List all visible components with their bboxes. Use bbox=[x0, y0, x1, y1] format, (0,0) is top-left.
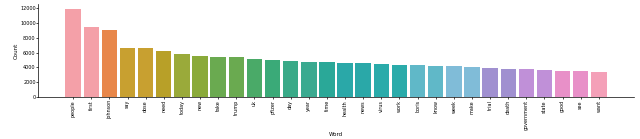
Bar bbox=[265, 60, 280, 97]
Bar bbox=[247, 59, 262, 97]
Bar bbox=[156, 51, 172, 97]
X-axis label: Word: Word bbox=[329, 132, 343, 137]
Bar bbox=[392, 65, 407, 97]
Bar bbox=[301, 62, 317, 97]
Bar bbox=[537, 70, 552, 97]
Bar bbox=[428, 66, 444, 97]
Bar bbox=[483, 68, 498, 97]
Bar bbox=[464, 67, 479, 97]
Bar bbox=[337, 63, 353, 97]
Bar bbox=[211, 57, 226, 97]
Bar bbox=[283, 61, 298, 97]
Bar bbox=[120, 48, 135, 97]
Bar bbox=[193, 56, 208, 97]
Bar bbox=[591, 72, 607, 97]
Bar bbox=[573, 71, 588, 97]
Bar bbox=[84, 27, 99, 97]
Bar bbox=[555, 71, 570, 97]
Bar bbox=[355, 63, 371, 97]
Bar bbox=[102, 30, 117, 97]
Bar bbox=[518, 69, 534, 97]
Bar bbox=[500, 69, 516, 97]
Bar bbox=[374, 64, 389, 97]
Bar bbox=[138, 48, 154, 97]
Bar bbox=[446, 66, 461, 97]
Bar bbox=[319, 62, 335, 97]
Bar bbox=[65, 9, 81, 97]
Bar bbox=[410, 65, 425, 97]
Bar bbox=[174, 54, 189, 97]
Y-axis label: Count: Count bbox=[13, 43, 19, 59]
Bar bbox=[228, 57, 244, 97]
